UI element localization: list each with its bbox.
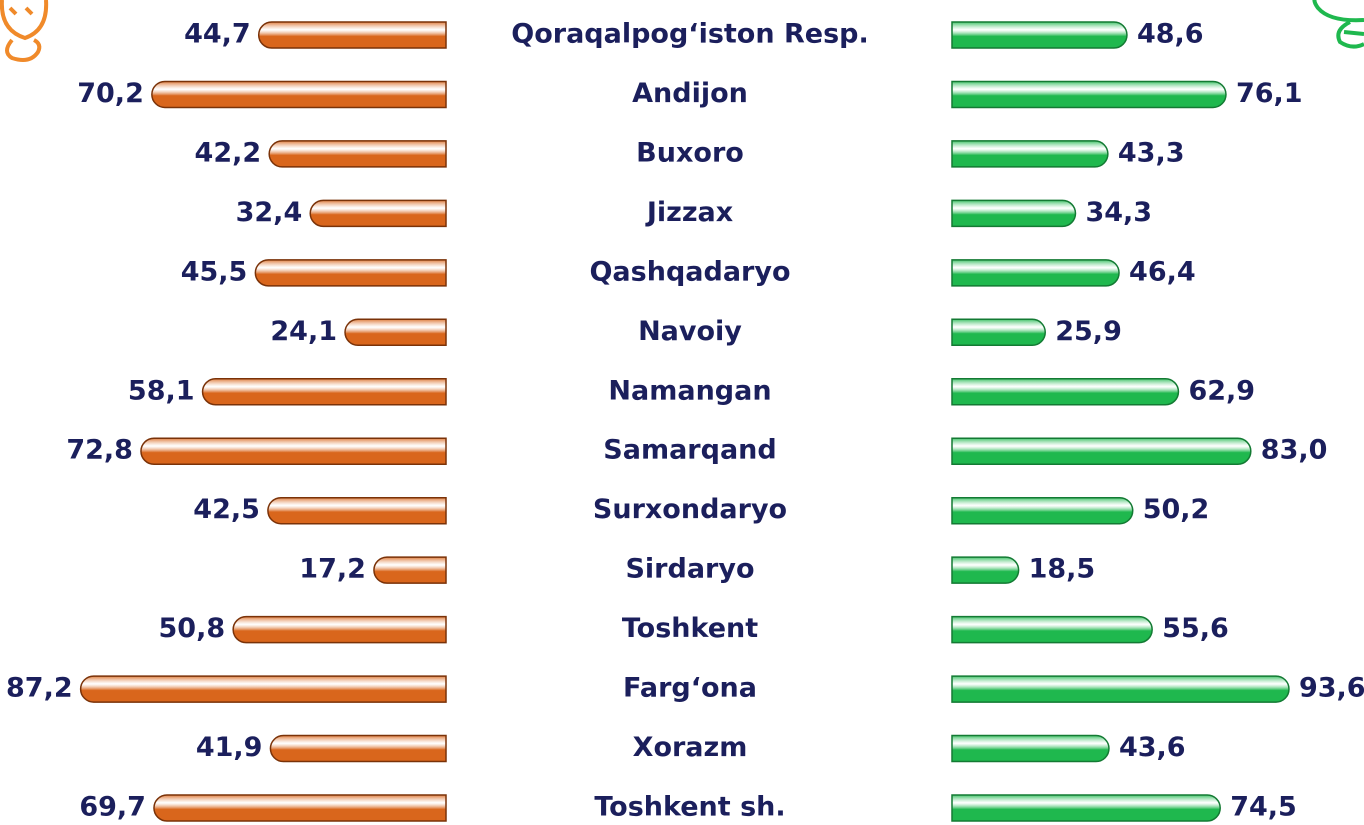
bar: [310, 200, 446, 226]
bar: [952, 200, 1075, 226]
value-label: 74,5: [1230, 792, 1297, 823]
category-label: Namangan: [608, 375, 771, 406]
value-label: 76,1: [1236, 78, 1303, 109]
category-label: Andijon: [632, 78, 748, 109]
category-label: Jizzax: [645, 197, 733, 228]
value-label: 24,1: [270, 316, 337, 347]
value-label: 44,7: [184, 19, 251, 50]
value-label: 93,6: [1299, 673, 1364, 704]
bar: [952, 379, 1178, 405]
value-label: 46,4: [1129, 256, 1196, 287]
bar: [952, 676, 1289, 702]
bar: [270, 736, 446, 762]
category-label: Xorazm: [633, 732, 748, 763]
chart: Qoraqalpog‘iston Resp. 44,7 48,6 Andijon 70,…: [0, 0, 1364, 825]
value-label: 50,2: [1143, 494, 1210, 525]
value-label: 32,4: [236, 197, 303, 228]
category-label: Navoiy: [638, 316, 742, 347]
value-label: 87,2: [6, 673, 73, 704]
bar: [374, 557, 446, 583]
bar: [255, 260, 446, 286]
category-label: Sirdaryo: [625, 554, 754, 585]
value-label: 70,2: [77, 78, 144, 109]
category-label: Qoraqalpog‘iston Resp.: [511, 19, 868, 50]
bar: [952, 319, 1045, 345]
bar: [952, 81, 1226, 107]
bar: [952, 438, 1251, 464]
bar: [81, 676, 446, 702]
decor-icon-left: [2, 0, 46, 60]
value-label: 41,9: [196, 732, 263, 763]
bar: [952, 736, 1109, 762]
bar: [152, 81, 446, 107]
bar: [952, 617, 1152, 643]
value-label: 45,5: [181, 256, 248, 287]
value-label: 48,6: [1137, 19, 1204, 50]
value-label: 50,8: [159, 613, 226, 644]
decor-icon-right: [1314, 0, 1364, 47]
value-label: 55,6: [1162, 613, 1229, 644]
value-label: 25,9: [1055, 316, 1122, 347]
category-label: Samarqand: [603, 435, 776, 466]
value-label: 43,3: [1118, 137, 1185, 168]
value-label: 83,0: [1261, 435, 1328, 466]
bar: [345, 319, 446, 345]
bar: [952, 260, 1119, 286]
value-label: 72,8: [66, 435, 133, 466]
bar: [952, 22, 1127, 48]
bar: [268, 498, 446, 524]
category-label: Farg‘ona: [623, 673, 757, 704]
value-label: 43,6: [1119, 732, 1186, 763]
bar: [154, 795, 446, 821]
bar: [952, 498, 1133, 524]
bar: [952, 141, 1108, 167]
bar: [952, 795, 1220, 821]
bar: [233, 617, 446, 643]
category-label: Toshkent sh.: [594, 792, 785, 823]
category-label: Qashqadaryo: [589, 256, 790, 287]
value-label: 58,1: [128, 375, 195, 406]
value-label: 42,5: [193, 494, 260, 525]
value-label: 18,5: [1029, 554, 1096, 585]
bar: [141, 438, 446, 464]
value-label: 17,2: [299, 554, 366, 585]
value-label: 69,7: [79, 792, 146, 823]
value-label: 34,3: [1085, 197, 1152, 228]
bar: [259, 22, 446, 48]
category-label: Toshkent: [622, 613, 758, 644]
bar: [952, 557, 1019, 583]
value-label: 42,2: [195, 137, 262, 168]
category-label: Surxondaryo: [593, 494, 787, 525]
bar: [203, 379, 446, 405]
bar: [269, 141, 446, 167]
category-label: Buxoro: [636, 137, 744, 168]
value-label: 62,9: [1188, 375, 1255, 406]
